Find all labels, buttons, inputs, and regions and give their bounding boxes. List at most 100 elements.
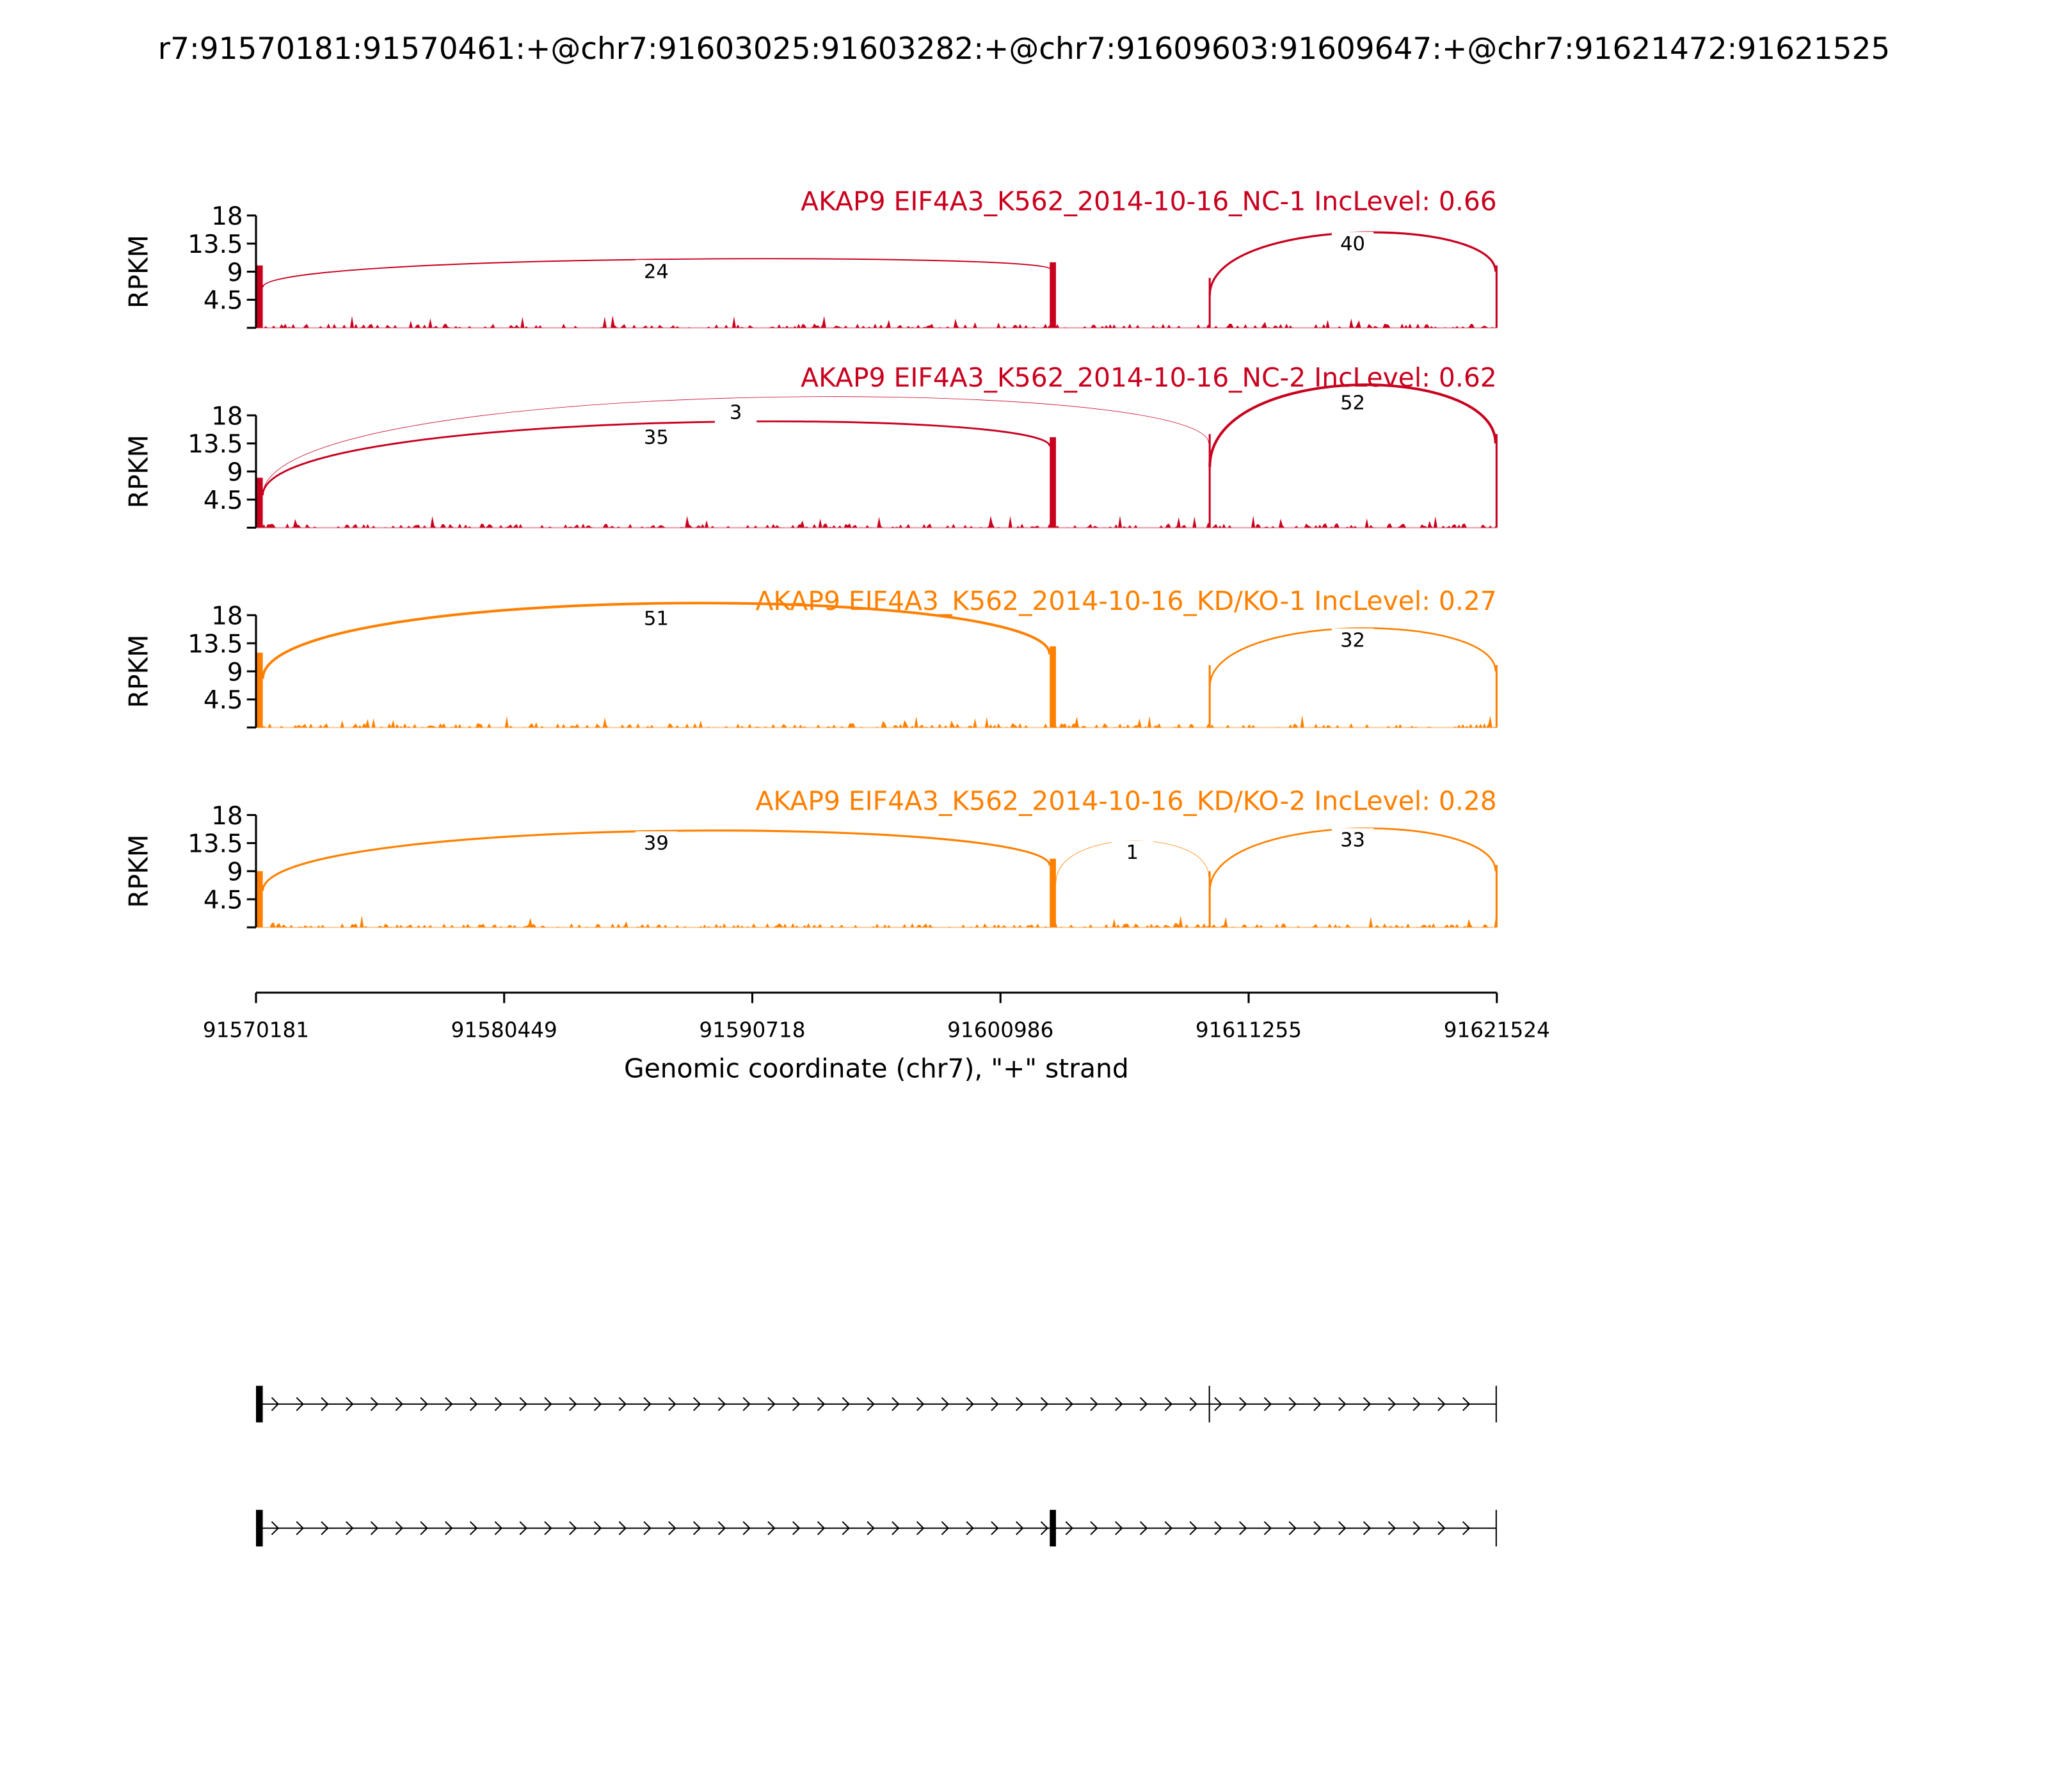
strand-chevron-icon	[916, 1396, 925, 1411]
exon-block	[256, 1510, 263, 1547]
strand-chevron-icon	[1090, 1396, 1098, 1411]
strand-chevron-icon	[1412, 1396, 1421, 1411]
x-tick-label: 91621524	[1444, 1018, 1550, 1042]
junction-label-bg	[635, 831, 678, 855]
strand-chevron-icon	[817, 1396, 826, 1411]
strand-chevron-icon	[1313, 1396, 1322, 1411]
strand-chevron-icon	[1338, 1396, 1347, 1411]
strand-chevron-icon	[1239, 1396, 1247, 1411]
strand-chevron-icon	[1139, 1396, 1148, 1411]
exon-coverage-block	[1495, 434, 1498, 528]
junction-count-label: 33	[1340, 829, 1365, 852]
strand-chevron-icon	[1139, 1521, 1148, 1535]
y-tick-label: 13.5	[188, 630, 243, 659]
transcript-models	[256, 1386, 1497, 1547]
strand-chevron-icon	[1313, 1521, 1322, 1535]
strand-chevron-icon	[321, 1396, 329, 1411]
strand-chevron-icon	[966, 1396, 974, 1411]
strand-chevron-icon	[370, 1396, 379, 1411]
junction-label-bg	[635, 606, 678, 630]
transcript-2	[256, 1510, 1497, 1547]
strand-chevron-icon	[892, 1521, 900, 1535]
exon-block	[1050, 1510, 1056, 1547]
exon-coverage-block	[1050, 437, 1056, 528]
junction-count-label: 35	[644, 426, 669, 449]
exon-coverage-block	[1495, 265, 1498, 328]
strand-chevron-icon	[618, 1521, 627, 1535]
strand-chevron-icon	[1388, 1396, 1396, 1411]
strand-chevron-icon	[469, 1521, 478, 1535]
exon-coverage-block	[1208, 434, 1211, 528]
exon-coverage-block	[1050, 262, 1056, 328]
strand-chevron-icon	[1437, 1396, 1446, 1411]
coverage-track	[256, 315, 1497, 328]
strand-chevron-icon	[618, 1396, 627, 1411]
strand-chevron-icon	[817, 1521, 826, 1535]
strand-chevron-icon	[966, 1521, 974, 1535]
exon-coverage-block	[1208, 665, 1211, 728]
strand-chevron-icon	[494, 1521, 503, 1535]
junction-label-bg	[1331, 232, 1374, 255]
strand-chevron-icon	[767, 1521, 776, 1535]
strand-chevron-icon	[792, 1396, 801, 1411]
sample-label: AKAP9 EIF4A3_K562_2014-10-16_NC-1 IncLev…	[801, 186, 1497, 217]
strand-chevron-icon	[668, 1521, 676, 1535]
y-axis-label: RPKM	[124, 835, 154, 908]
strand-chevron-icon	[593, 1521, 602, 1535]
strand-chevron-icon	[1115, 1396, 1123, 1411]
strand-chevron-icon	[1115, 1521, 1123, 1535]
x-tick-label: 91600986	[947, 1018, 1053, 1042]
strand-chevron-icon	[842, 1521, 850, 1535]
strand-chevron-icon	[1288, 1521, 1297, 1535]
sample-label: AKAP9 EIF4A3_K562_2014-10-16_NC-2 IncLev…	[801, 362, 1497, 393]
y-tick-label: 18	[211, 202, 243, 231]
strand-chevron-icon	[1462, 1521, 1471, 1535]
junction-count-label: 1	[1126, 842, 1139, 864]
junction-count-label: 52	[1340, 392, 1365, 415]
junction-count-label: 40	[1340, 233, 1365, 255]
junction-label-bg	[714, 400, 757, 424]
y-tick-label: 18	[211, 402, 243, 431]
strand-chevron-icon	[296, 1521, 304, 1535]
strand-chevron-icon	[420, 1521, 428, 1535]
y-tick-label: 4.5	[204, 287, 243, 316]
coverage-track	[256, 515, 1497, 528]
strand-chevron-icon	[271, 1396, 280, 1411]
strand-chevron-icon	[1016, 1521, 1024, 1535]
junction-arc	[1208, 627, 1497, 687]
strand-chevron-icon	[1189, 1396, 1197, 1411]
exon-coverage-block	[1495, 865, 1498, 927]
strand-chevron-icon	[742, 1521, 751, 1535]
strand-chevron-icon	[346, 1521, 354, 1535]
x-tick-label: 91590718	[699, 1018, 805, 1042]
strand-chevron-icon	[1239, 1521, 1247, 1535]
strand-chevron-icon	[892, 1396, 900, 1411]
exon-coverage-block	[256, 265, 263, 328]
y-tick-label: 13.5	[188, 430, 243, 459]
strand-chevron-icon	[1263, 1396, 1272, 1411]
strand-chevron-icon	[941, 1521, 950, 1535]
strand-chevron-icon	[494, 1396, 503, 1411]
strand-chevron-icon	[941, 1396, 950, 1411]
junction-arc	[261, 602, 1052, 679]
exon-coverage-block	[1050, 646, 1056, 728]
strand-chevron-icon	[1189, 1521, 1197, 1535]
strand-chevron-icon	[867, 1521, 875, 1535]
strand-chevron-icon	[692, 1521, 701, 1535]
y-tick-label: 18	[211, 802, 243, 831]
y-tick-label: 9	[227, 858, 243, 887]
x-axis: 91570181 91580449 91590718 91600986 91611255…	[203, 991, 1550, 1042]
strand-chevron-icon	[395, 1396, 404, 1411]
junction-arc	[262, 396, 1210, 495]
strand-chevron-icon	[1016, 1396, 1024, 1411]
strand-chevron-icon	[469, 1396, 478, 1411]
exon-block	[256, 1386, 263, 1423]
strand-chevron-icon	[643, 1521, 652, 1535]
strand-chevron-icon	[991, 1521, 999, 1535]
sample-label: AKAP9 EIF4A3_K562_2014-10-16_KD/KO-2 Inc…	[755, 785, 1496, 816]
strand-chevron-icon	[717, 1396, 726, 1411]
transcript-1	[256, 1386, 1497, 1423]
strand-chevron-icon	[519, 1396, 527, 1411]
